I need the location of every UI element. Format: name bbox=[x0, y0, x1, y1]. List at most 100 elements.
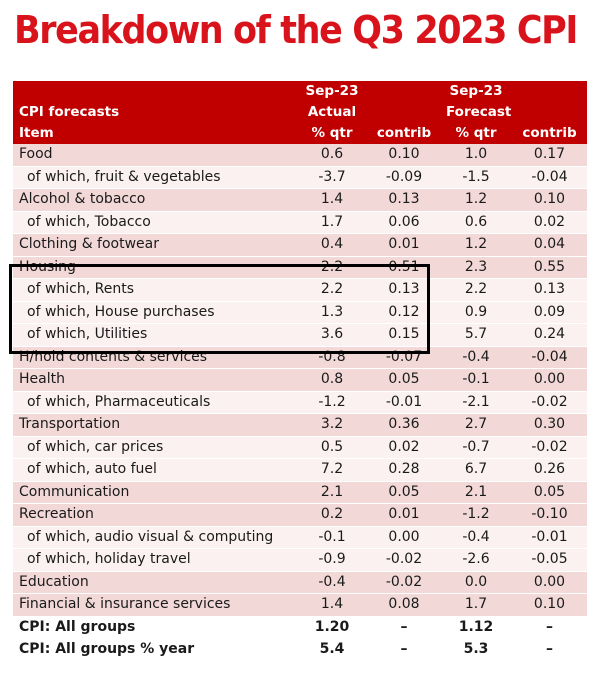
actual-contrib-cell: 0.28 bbox=[368, 458, 440, 482]
forecast-contrib-cell: 0.26 bbox=[512, 458, 587, 482]
forecast-contrib-cell: -0.01 bbox=[512, 526, 587, 549]
category-row: Clothing & footwear 0.4 0.01 1.2 0.04 bbox=[13, 233, 587, 257]
actual-qtr-cell: 1.4 bbox=[296, 188, 368, 212]
actual-qtr-cell: 0.5 bbox=[296, 436, 368, 459]
forecast-qtr-cell: -2.6 bbox=[440, 548, 512, 572]
header-cell bbox=[512, 102, 587, 123]
actual-contrib-cell: 0.12 bbox=[368, 301, 440, 324]
total-row: CPI: All groups 1.20–1.12– bbox=[13, 616, 587, 639]
actual-contrib-cell: 0.01 bbox=[368, 503, 440, 527]
actual-contrib-cell: 0.10 bbox=[368, 144, 440, 167]
actual-qtr-cell: -1.2 bbox=[296, 391, 368, 414]
header-cell: % qtr bbox=[296, 123, 368, 144]
table-header: Sep-23 Sep-23 CPI forecasts Actual Forec… bbox=[13, 81, 587, 144]
sub-item-row: of which, audio visual & computing -0.1 0.… bbox=[13, 526, 587, 549]
actual-qtr-cell: -0.9 bbox=[296, 548, 368, 572]
forecast-contrib-cell: -0.04 bbox=[512, 346, 587, 369]
forecast-contrib-cell: 0.00 bbox=[512, 571, 587, 594]
header-cell bbox=[512, 81, 587, 102]
header-cell: Actual bbox=[296, 102, 368, 123]
header-cell: contrib bbox=[368, 123, 440, 144]
actual-qtr-cell: 1.20 bbox=[296, 616, 368, 639]
actual-qtr-cell: 3.6 bbox=[296, 323, 368, 347]
forecast-contrib-cell: 0.02 bbox=[512, 211, 587, 234]
item-cell: Clothing & footwear bbox=[13, 233, 296, 257]
category-row: Education -0.4 -0.02 0.0 0.00 bbox=[13, 571, 587, 594]
item-cell: CPI: All groups % year bbox=[13, 638, 296, 662]
item-cell: CPI: All groups bbox=[13, 616, 296, 639]
actual-contrib-cell: 0.06 bbox=[368, 211, 440, 234]
actual-contrib-cell: 0.05 bbox=[368, 481, 440, 504]
item-cell: H/hold contents & services bbox=[13, 346, 296, 369]
item-cell: of which, fruit & vegetables bbox=[13, 166, 296, 189]
cpi-table: Sep-23 Sep-23 CPI forecasts Actual Forec… bbox=[13, 81, 587, 662]
sub-item-row: of which, fruit & vegetables -3.7 -0.09 -1.… bbox=[13, 166, 587, 189]
item-cell: Food bbox=[13, 144, 296, 167]
category-row: Transportation 3.2 0.36 2.7 0.30 bbox=[13, 413, 587, 437]
actual-contrib-cell: 0.13 bbox=[368, 188, 440, 212]
actual-contrib-cell: 0.05 bbox=[368, 368, 440, 392]
forecast-contrib-cell: 0.10 bbox=[512, 593, 587, 617]
forecast-qtr-cell: 2.2 bbox=[440, 278, 512, 302]
actual-qtr-cell: 0.8 bbox=[296, 368, 368, 392]
item-cell: of which, auto fuel bbox=[13, 458, 296, 482]
category-row: Housing 2.2 0.51 2.3 0.55 bbox=[13, 256, 587, 279]
actual-qtr-cell: -0.4 bbox=[296, 571, 368, 594]
sub-item-row: of which, Pharmaceuticals -1.2 -0.01 -2.1 -0… bbox=[13, 391, 587, 414]
header-cell bbox=[368, 81, 440, 102]
item-cell: Recreation bbox=[13, 503, 296, 527]
forecast-qtr-cell: 1.7 bbox=[440, 593, 512, 617]
actual-contrib-cell: 0.15 bbox=[368, 323, 440, 347]
sub-item-row: of which, car prices 0.5 0.02 -0.7 -0.02 bbox=[13, 436, 587, 459]
item-cell: of which, audio visual & computing bbox=[13, 526, 296, 549]
item-cell: Alcohol & tobacco bbox=[13, 188, 296, 212]
forecast-qtr-cell: 0.0 bbox=[440, 571, 512, 594]
forecast-contrib-cell: 0.55 bbox=[512, 256, 587, 279]
category-row: Financial & insurance services 1.4 0.08 1.7… bbox=[13, 593, 587, 617]
actual-qtr-cell: 1.4 bbox=[296, 593, 368, 617]
header-row-period: Sep-23 Sep-23 bbox=[13, 81, 587, 102]
actual-qtr-cell: 2.1 bbox=[296, 481, 368, 504]
actual-contrib-cell: 0.00 bbox=[368, 526, 440, 549]
table-body: Food 0.6 0.10 1.0 0.17 of which, fruit & vege… bbox=[13, 144, 587, 662]
actual-qtr-cell: -0.8 bbox=[296, 346, 368, 369]
forecast-contrib-cell: -0.02 bbox=[512, 391, 587, 414]
forecast-qtr-cell: -0.4 bbox=[440, 346, 512, 369]
forecast-qtr-cell: 2.7 bbox=[440, 413, 512, 437]
forecast-qtr-cell: 0.9 bbox=[440, 301, 512, 324]
item-cell: of which, House purchases bbox=[13, 301, 296, 324]
header-cell bbox=[13, 81, 296, 102]
sub-item-row: of which, holiday travel -0.9 -0.02 -2.6 -0.… bbox=[13, 548, 587, 572]
actual-qtr-cell: 1.3 bbox=[296, 301, 368, 324]
item-cell: Financial & insurance services bbox=[13, 593, 296, 617]
header-cell: contrib bbox=[512, 123, 587, 144]
category-row: Recreation 0.2 0.01 -1.2 -0.10 bbox=[13, 503, 587, 527]
item-cell: of which, Pharmaceuticals bbox=[13, 391, 296, 414]
actual-qtr-cell: 0.4 bbox=[296, 233, 368, 257]
forecast-qtr-cell: 1.2 bbox=[440, 188, 512, 212]
header-row-kind: CPI forecasts Actual Forecast bbox=[13, 102, 587, 123]
actual-contrib-cell: 0.02 bbox=[368, 436, 440, 459]
actual-contrib-cell: 0.08 bbox=[368, 593, 440, 617]
actual-qtr-cell: 5.4 bbox=[296, 638, 368, 662]
forecast-qtr-cell: 5.3 bbox=[440, 638, 512, 662]
actual-qtr-cell: -0.1 bbox=[296, 526, 368, 549]
forecast-contrib-cell: -0.02 bbox=[512, 436, 587, 459]
forecast-qtr-cell: -1.5 bbox=[440, 166, 512, 189]
forecast-qtr-cell: 6.7 bbox=[440, 458, 512, 482]
sub-item-row: of which, Tobacco 1.7 0.06 0.6 0.02 bbox=[13, 211, 587, 234]
forecast-qtr-cell: -1.2 bbox=[440, 503, 512, 527]
actual-contrib-cell: -0.01 bbox=[368, 391, 440, 414]
forecast-qtr-cell: -0.1 bbox=[440, 368, 512, 392]
forecast-contrib-cell: -0.05 bbox=[512, 548, 587, 572]
item-cell: Transportation bbox=[13, 413, 296, 437]
actual-qtr-cell: 0.6 bbox=[296, 144, 368, 167]
forecast-qtr-cell: 1.12 bbox=[440, 616, 512, 639]
actual-contrib-cell: 0.36 bbox=[368, 413, 440, 437]
actual-contrib-cell: -0.02 bbox=[368, 571, 440, 594]
actual-contrib-cell: – bbox=[368, 638, 440, 662]
actual-qtr-cell: 2.2 bbox=[296, 256, 368, 279]
total-row: CPI: All groups % year 5.4–5.3– bbox=[13, 638, 587, 662]
category-row: Health 0.8 0.05 -0.1 0.00 bbox=[13, 368, 587, 392]
forecast-qtr-cell: -2.1 bbox=[440, 391, 512, 414]
